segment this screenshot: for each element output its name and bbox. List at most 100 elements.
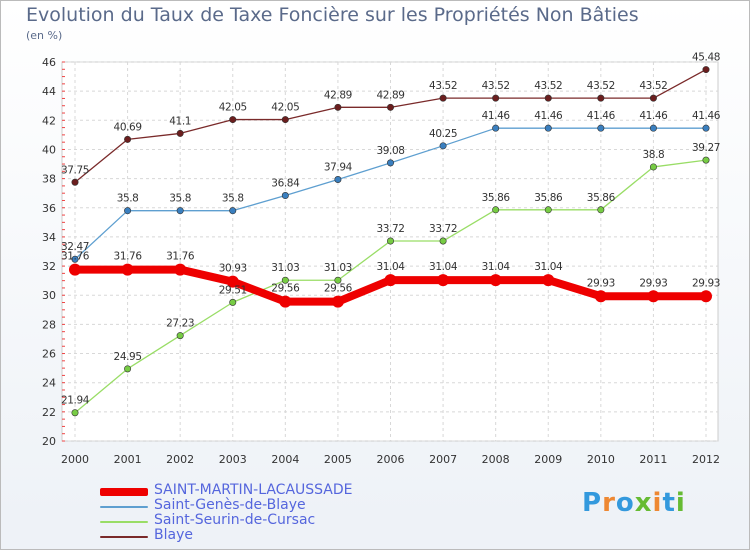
data-point (334, 175, 342, 183)
data-point (437, 274, 450, 287)
data-point (597, 206, 605, 214)
series-saint-gen-s-de-blaye (71, 124, 710, 263)
data-label: 35.8 (117, 193, 139, 205)
y-tick-label: 30 (42, 289, 56, 302)
data-label: 35.86 (587, 192, 616, 204)
legend-swatch (100, 506, 148, 508)
logo-letter: x (634, 488, 653, 518)
data-point (702, 156, 710, 164)
logo-letter: t (662, 488, 676, 518)
data-point (492, 206, 500, 214)
x-tick-label: 2006 (377, 453, 405, 466)
legend-label: Blaye (154, 527, 193, 543)
x-tick-label: 2009 (534, 453, 562, 466)
data-point (69, 263, 81, 276)
logo-letter: i (675, 488, 686, 518)
legend-label: Saint-Genès-de-Blaye (154, 497, 306, 513)
data-label: 24.95 (114, 351, 142, 363)
data-label: 36.84 (271, 178, 300, 190)
x-tick-label: 2004 (271, 453, 299, 466)
data-label: 37.75 (61, 164, 89, 176)
data-label: 41.46 (692, 110, 721, 122)
y-tick-label: 20 (42, 435, 56, 448)
x-tick-label: 2000 (61, 453, 89, 466)
y-tick-label: 38 (42, 173, 56, 186)
y-tick-label: 44 (42, 85, 56, 98)
legend-swatch (100, 521, 148, 523)
x-tick-label: 2003 (219, 453, 247, 466)
data-point (649, 124, 657, 132)
data-label: 29.93 (639, 277, 667, 289)
data-label: 35.8 (169, 193, 191, 205)
data-point (597, 94, 605, 102)
data-label: 43.52 (482, 80, 510, 92)
logo-letter: r (602, 488, 616, 518)
y-tick-label: 42 (42, 114, 56, 127)
y-tick-label: 36 (42, 202, 56, 215)
data-label: 41.46 (639, 110, 668, 122)
data-label: 31.04 (534, 261, 563, 273)
data-point (700, 290, 712, 303)
data-label: 43.52 (587, 80, 615, 92)
data-point (279, 295, 292, 308)
data-label: 31.04 (376, 261, 405, 273)
data-label: 39.08 (376, 145, 404, 157)
data-label: 45.48 (692, 52, 720, 64)
data-label: 42.05 (219, 102, 247, 114)
logo-letter: o (615, 488, 635, 518)
data-label: 41.46 (482, 110, 511, 122)
y-tick-label: 24 (42, 377, 56, 390)
data-label: 31.76 (114, 251, 143, 263)
x-tick-label: 2007 (429, 453, 457, 466)
data-point (124, 207, 132, 215)
data-point (281, 192, 289, 200)
data-point (174, 263, 187, 276)
data-point (649, 163, 657, 171)
data-point (71, 178, 79, 186)
data-label: 31.76 (166, 251, 195, 263)
x-tick-label: 2005 (324, 453, 352, 466)
data-point (124, 365, 132, 373)
logo-letter: P (582, 488, 603, 518)
data-label: 31.76 (61, 251, 90, 263)
data-label: 42.89 (376, 89, 404, 101)
data-label: 29.51 (219, 284, 247, 296)
proxiti-logo: Proxiti (582, 488, 686, 518)
legend-label: SAINT-MARTIN-LACAUSSADE (154, 482, 353, 498)
x-tick-label: 2011 (639, 453, 667, 466)
data-point (334, 276, 342, 284)
data-label: 32.47 (61, 241, 89, 253)
data-label: 40.69 (114, 121, 142, 133)
legend-swatch (100, 488, 148, 496)
y-tick-label: 34 (42, 231, 56, 244)
data-point (124, 135, 132, 143)
data-point (649, 94, 657, 102)
data-label: 42.05 (271, 102, 299, 114)
data-point (544, 124, 552, 132)
data-label: 40.25 (429, 128, 457, 140)
data-point (121, 263, 134, 276)
series-saint-seurin-de-cursac (71, 156, 710, 417)
data-label: 29.56 (324, 283, 353, 295)
data-point (384, 274, 397, 287)
data-point (386, 159, 394, 167)
data-label: 30.93 (219, 263, 247, 275)
y-tick-label: 22 (42, 406, 56, 419)
y-tick-label: 46 (42, 56, 56, 69)
y-tick-label: 26 (42, 348, 56, 361)
data-point (176, 129, 184, 137)
data-point (229, 207, 237, 215)
data-point (702, 124, 710, 132)
data-label: 42.89 (324, 89, 352, 101)
data-label: 41.46 (587, 110, 616, 122)
legend-swatch (100, 536, 148, 538)
data-label: 21.94 (61, 395, 90, 407)
data-label: 31.03 (324, 262, 352, 274)
data-label: 39.27 (692, 142, 720, 154)
x-tick-label: 2012 (692, 453, 720, 466)
data-label: 35.86 (534, 192, 563, 204)
plot-area (61, 61, 719, 442)
data-point (702, 66, 710, 74)
data-point (226, 275, 239, 288)
data-point (544, 94, 552, 102)
